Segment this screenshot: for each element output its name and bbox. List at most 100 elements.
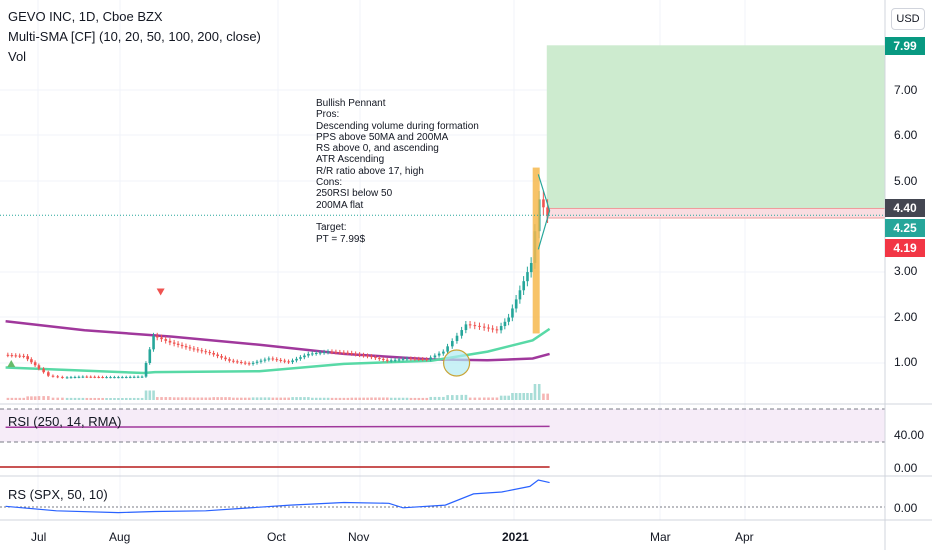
candle-body [526, 272, 529, 282]
candle-body [65, 377, 69, 379]
volume-bar [354, 397, 358, 400]
time-axis-label: 2021 [502, 530, 529, 544]
sma-legend[interactable]: Multi-SMA [CF] (10, 20, 50, 100, 200, cl… [8, 29, 261, 44]
volume-bar [542, 393, 545, 400]
candle-body [156, 335, 159, 338]
candle-body [311, 353, 314, 355]
volume-bar [212, 397, 215, 400]
volume-bar [140, 397, 144, 400]
time-axis-label: Apr [735, 530, 754, 544]
volume-bar [208, 397, 212, 400]
volume-bar [429, 396, 433, 400]
candle-body [148, 349, 152, 363]
annotation-text[interactable]: Bullish Pennant Pros: Descending volume … [316, 98, 479, 245]
candle-body [342, 352, 346, 354]
volume-bar [204, 397, 208, 400]
volume-bar [362, 397, 365, 400]
candle-body [546, 207, 549, 216]
candle-body [433, 355, 437, 358]
currency-button[interactable]: USD [891, 8, 925, 30]
price-axis-label: 1.00 [894, 355, 918, 369]
volume-bar [279, 397, 283, 400]
candle-body [81, 376, 85, 378]
candle-body [105, 377, 108, 379]
candle-body [283, 360, 287, 362]
time-axis-label: Nov [348, 530, 370, 544]
volume-bar [263, 397, 267, 400]
volume-bar [216, 397, 219, 400]
candle-body [18, 355, 22, 357]
candle-body [487, 327, 490, 329]
candle-body [93, 376, 97, 378]
volume-bar [287, 397, 290, 400]
candle-body [263, 359, 267, 361]
candle-body [125, 376, 128, 378]
volume-bar [56, 397, 60, 400]
symbol-legend[interactable]: GEVO INC, 1D, Cboe BZX [8, 9, 163, 24]
candle-body [77, 376, 81, 378]
pennant-box [532, 167, 540, 334]
candle-body [6, 354, 10, 356]
candle-body [374, 357, 377, 359]
rsi-axis-label: 40.00 [894, 428, 925, 442]
candle-body [437, 353, 441, 356]
volume-bar [125, 397, 128, 400]
candle-body [47, 372, 50, 376]
candle-body [37, 365, 41, 369]
volume-bar [148, 390, 152, 400]
time-axis-label: Jul [31, 530, 47, 544]
target-price-tag: 7.99 [885, 37, 925, 55]
volume-bar [243, 397, 247, 400]
volume-legend[interactable]: Vol [8, 49, 27, 64]
pennant-triangle [537, 174, 551, 250]
volume-bar [433, 396, 437, 400]
volume-bar [101, 397, 104, 400]
volume-bar [271, 397, 275, 400]
candle-body [350, 353, 354, 355]
price-axis-label: 3.00 [894, 264, 918, 278]
volume-bar [322, 397, 326, 400]
volume-bar [18, 397, 22, 400]
volume-bar [533, 384, 537, 400]
volume-bar [473, 397, 477, 400]
volume-bar [338, 397, 342, 400]
candle-body [69, 377, 73, 379]
volume-bar [77, 397, 81, 400]
candle-body [542, 199, 545, 208]
volume-bar [421, 397, 425, 400]
candle-body [499, 326, 503, 331]
candle-body [168, 340, 172, 343]
volume-bar [295, 397, 298, 400]
rs-pane-title[interactable]: RS (SPX, 50, 10) [8, 487, 108, 502]
volume-bar [176, 397, 180, 400]
candle-body [405, 358, 409, 360]
rsi-pane-title[interactable]: RSI (250, 14, RMA) [8, 414, 122, 429]
candle-body [421, 359, 425, 361]
candle-body [109, 377, 112, 379]
price-axis-label: 6.00 [894, 128, 918, 142]
candle-body [330, 351, 334, 353]
candle-body [346, 352, 350, 354]
candle-body [140, 376, 144, 378]
candle-body [267, 358, 271, 360]
volume-bar [128, 397, 132, 400]
volume-bar [121, 398, 124, 400]
candle-body [216, 354, 219, 357]
candle-body [464, 324, 468, 331]
volume-bar [160, 397, 163, 400]
volume-bar [518, 393, 522, 400]
volume-bar [42, 396, 45, 400]
volume-bar [526, 393, 529, 400]
volume-bar [220, 397, 223, 400]
volume-bar [291, 397, 294, 400]
candle-body [132, 376, 136, 378]
volume-bar [255, 397, 259, 400]
volume-bar [451, 395, 454, 400]
volume-bar [73, 397, 77, 400]
volume-bar [464, 394, 468, 400]
volume-bar [251, 397, 255, 400]
candle-body [200, 350, 204, 352]
candle-body [370, 356, 373, 358]
volume-bar [33, 396, 37, 400]
volume-bar [425, 397, 429, 400]
